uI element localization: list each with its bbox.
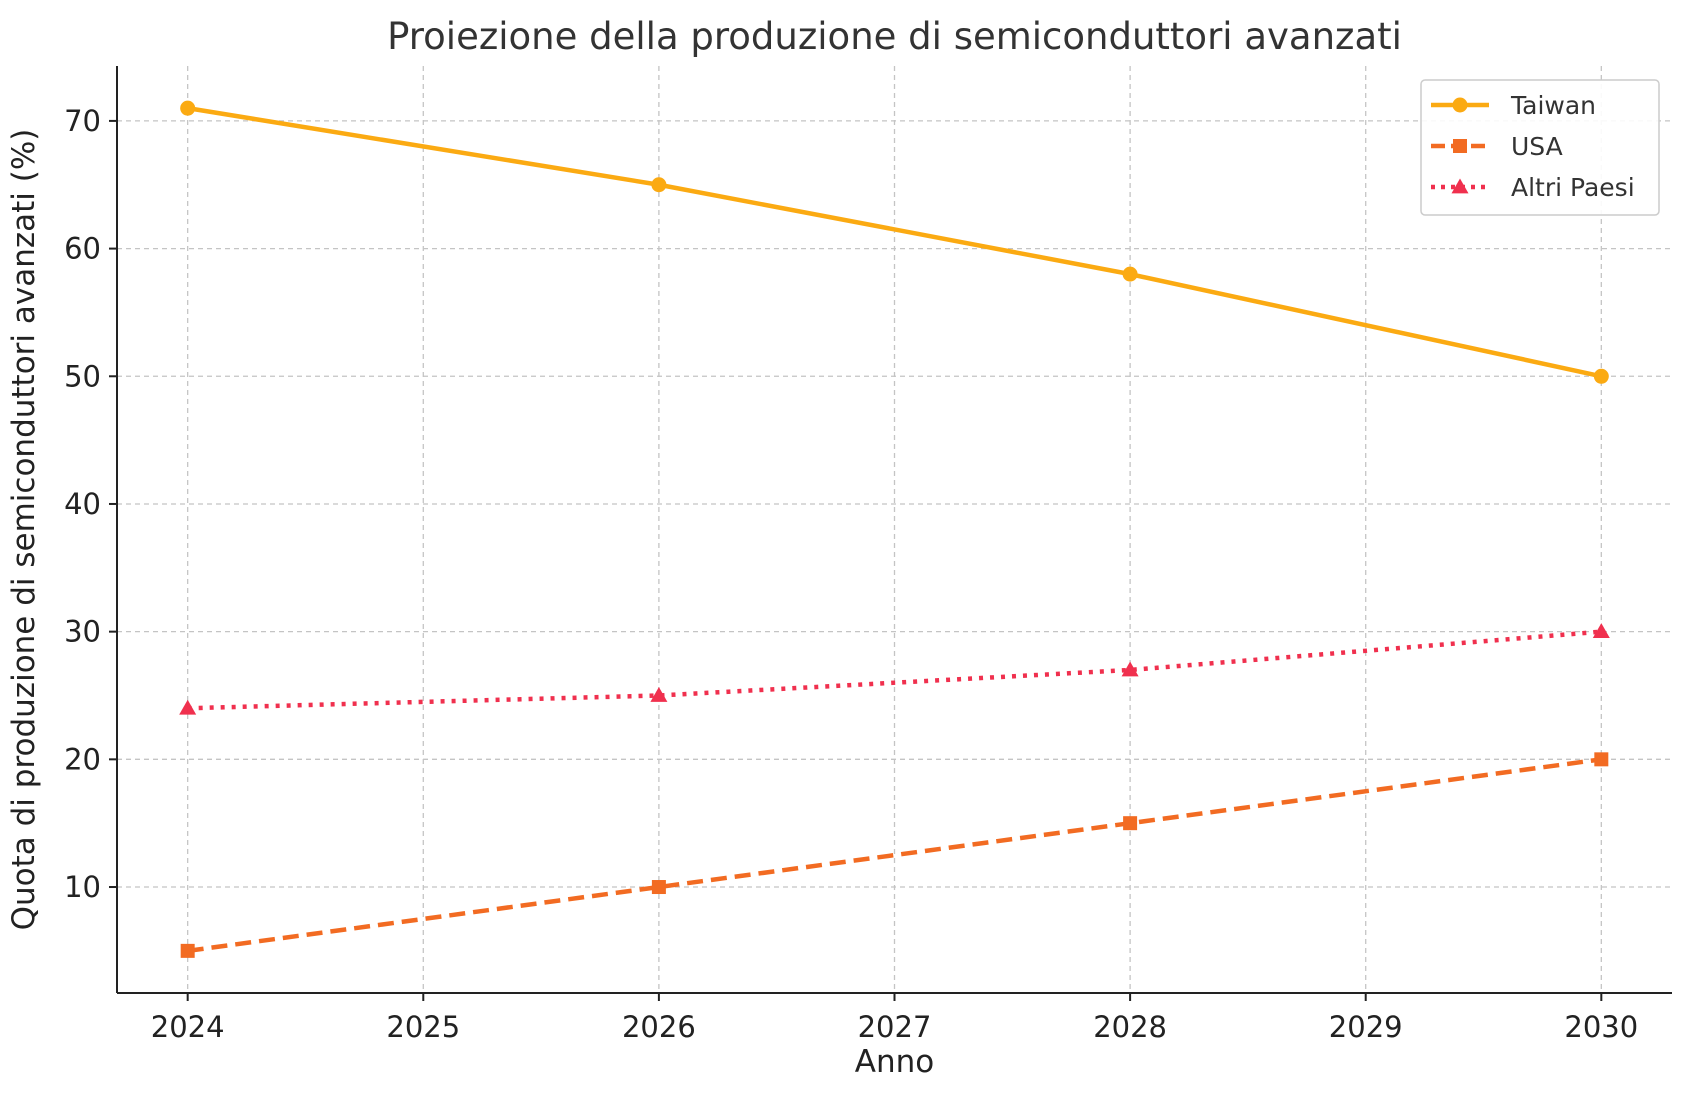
y-tick-label: 40 <box>64 487 101 521</box>
data-point-altri-paesi <box>1592 623 1610 639</box>
x-tick-label: 2025 <box>386 1010 460 1044</box>
tick-marks: 2024 2025 2026 2027 2028 2029 2030102030405060… <box>64 104 1638 1044</box>
data-point-taiwan <box>1122 266 1138 282</box>
series-altri-paesi <box>179 623 1610 715</box>
x-tick-label: 2028 <box>1093 1010 1167 1044</box>
series-line-taiwan <box>187 105 1602 379</box>
data-point-taiwan <box>1593 368 1609 384</box>
legend-entry-altri-paesi: Altri Paesi <box>1431 173 1635 202</box>
data-point-altri-paesi <box>650 686 668 702</box>
legend-marker-usa <box>1453 139 1467 153</box>
y-tick-label: 50 <box>64 359 101 393</box>
series-line-usa <box>187 757 1602 954</box>
legend-marker-taiwan <box>1452 97 1468 113</box>
y-tick-label: 10 <box>64 870 101 904</box>
x-tick-label: 2027 <box>858 1010 932 1044</box>
y-tick-label: 60 <box>64 232 101 266</box>
y-tick-label: 70 <box>64 104 101 138</box>
legend-label-altri-paesi: Altri Paesi <box>1511 173 1635 202</box>
data-point-taiwan <box>651 177 667 193</box>
x-tick-label: 2030 <box>1564 1010 1638 1044</box>
series-group <box>179 100 1610 958</box>
data-point-altri-paesi <box>179 699 197 715</box>
x-tick-label: 2029 <box>1329 1010 1403 1044</box>
series-taiwan <box>180 100 1609 384</box>
data-point-usa <box>1123 816 1138 831</box>
data-point-taiwan <box>180 100 196 116</box>
y-tick-label: 30 <box>64 615 101 649</box>
grid-lines <box>117 66 1672 993</box>
y-tick-label: 20 <box>64 742 101 776</box>
legend-entry-taiwan: Taiwan <box>1431 91 1596 120</box>
legend-label-usa: USA <box>1511 132 1563 161</box>
data-point-altri-paesi <box>1121 661 1139 677</box>
legend-label-taiwan: Taiwan <box>1510 91 1596 120</box>
x-tick-label: 2026 <box>622 1010 696 1044</box>
y-axis-label: Quota di produzione di semiconduttori av… <box>6 129 42 931</box>
data-point-usa <box>180 943 195 958</box>
chart-title: Proiezione della produzione di semicondu… <box>387 15 1402 58</box>
legend-items: Taiwan USA Altri Paesi <box>1431 91 1635 202</box>
data-point-usa <box>1594 752 1609 767</box>
x-axis-label: Anno <box>855 1044 934 1080</box>
series-usa <box>180 752 1609 958</box>
legend-marker-altri-paesi <box>1451 178 1469 194</box>
x-tick-label: 2024 <box>151 1010 225 1044</box>
legend-entry-usa: USA <box>1431 132 1563 161</box>
data-point-usa <box>651 880 666 895</box>
legend-box <box>1420 79 1660 216</box>
legend: Taiwan USA Altri Paesi <box>1420 79 1660 216</box>
series-line-altri-paesi <box>187 629 1602 711</box>
